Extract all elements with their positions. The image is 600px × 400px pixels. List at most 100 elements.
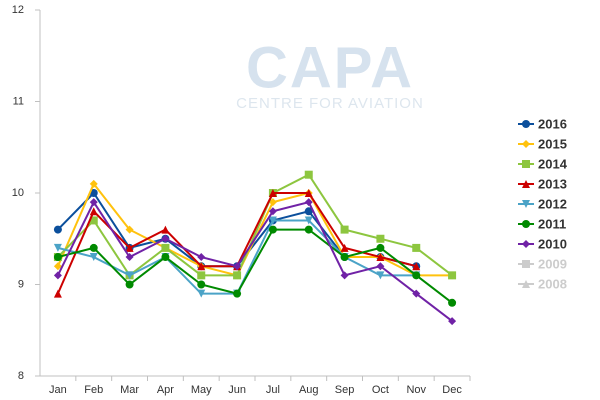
marker	[304, 170, 313, 179]
marker	[376, 243, 385, 252]
legend-label: 2016	[538, 116, 567, 131]
marker	[340, 225, 349, 234]
marker	[125, 271, 134, 280]
legend-label: 2013	[538, 176, 567, 191]
marker	[304, 198, 313, 207]
marker	[89, 179, 98, 188]
series-line	[57, 228, 453, 304]
legend-item[interactable]: 2009	[518, 256, 567, 271]
marker	[268, 207, 277, 216]
marker	[197, 253, 206, 262]
legend-item[interactable]: 2015	[518, 136, 567, 151]
marker	[53, 289, 62, 298]
y-tick-label: 9	[18, 278, 24, 290]
series-line	[57, 173, 453, 277]
marker	[340, 271, 349, 280]
x-tick-label: Feb	[84, 384, 103, 396]
x-tick-label: Dec	[442, 384, 462, 396]
marker	[53, 243, 62, 252]
legend-item[interactable]: 2016	[518, 116, 567, 131]
marker	[376, 253, 385, 262]
y-tick-label: 11	[13, 95, 24, 107]
marker	[522, 220, 530, 228]
marker	[53, 253, 62, 262]
marker	[376, 234, 385, 243]
legend-item[interactable]: 2010	[518, 236, 567, 251]
x-tick-label: Aug	[299, 384, 319, 396]
marker	[125, 280, 134, 289]
legend-item[interactable]: 2008	[518, 276, 567, 291]
marker	[304, 225, 313, 234]
marker	[233, 271, 242, 280]
marker	[268, 198, 277, 207]
marker	[233, 262, 242, 271]
x-tick-label: May	[191, 384, 212, 396]
marker	[125, 225, 134, 234]
marker	[197, 280, 206, 289]
x-tick-label: Sep	[335, 384, 355, 396]
marker	[53, 262, 62, 271]
marker	[197, 262, 206, 271]
y-tick-label: 10	[12, 187, 24, 199]
marker	[89, 243, 98, 252]
x-tick-label: Jul	[266, 384, 280, 396]
marker	[304, 189, 313, 197]
legend-item[interactable]: 2014	[518, 156, 568, 171]
legend-item[interactable]: 2012	[518, 196, 567, 211]
legend-label: 2012	[538, 196, 567, 211]
legend-label: 2008	[538, 276, 567, 291]
legend-label: 2010	[538, 236, 567, 251]
marker	[89, 253, 98, 262]
marker	[89, 198, 98, 207]
marker	[340, 243, 349, 252]
x-tick-label: Jan	[49, 384, 67, 396]
legend-label: 2009	[538, 256, 567, 271]
marker	[268, 225, 277, 234]
marker	[161, 234, 170, 243]
watermark-subtitle: CENTRE FOR AVIATION	[236, 95, 424, 112]
marker	[412, 262, 421, 271]
marker	[53, 271, 62, 280]
marker	[125, 253, 134, 262]
marker	[89, 207, 98, 216]
legend-label: 2014	[538, 156, 568, 171]
legend-item[interactable]: 2013	[518, 176, 567, 191]
y-tick-label: 8	[18, 370, 24, 382]
x-tick-label: Mar	[120, 384, 139, 396]
legend-label: 2015	[538, 136, 567, 151]
marker	[448, 298, 457, 307]
marker	[522, 120, 530, 128]
legend-label: 2011	[538, 216, 566, 231]
marker	[233, 289, 242, 298]
marker	[522, 140, 530, 148]
marker	[161, 243, 170, 252]
marker	[304, 216, 313, 225]
legend-item[interactable]: 2011	[518, 216, 566, 231]
marker	[448, 271, 457, 280]
marker	[268, 216, 277, 225]
marker	[125, 243, 134, 252]
x-tick-label: Oct	[372, 384, 389, 396]
marker	[412, 289, 421, 298]
marker	[161, 225, 170, 234]
x-tick-label: Nov	[406, 384, 426, 396]
watermark-title: CAPA	[246, 35, 414, 100]
marker	[340, 253, 349, 262]
y-tick-label: 12	[12, 4, 24, 16]
marker	[522, 280, 530, 288]
marker	[89, 216, 98, 225]
series-line	[57, 200, 453, 322]
marker	[89, 189, 98, 197]
marker	[376, 262, 385, 271]
marker	[522, 180, 530, 188]
marker	[522, 260, 530, 268]
marker	[304, 207, 313, 216]
marker	[522, 240, 530, 248]
marker	[522, 200, 530, 208]
marker	[197, 289, 206, 298]
marker	[412, 271, 421, 280]
x-tick-label: Apr	[157, 384, 174, 396]
marker	[522, 160, 530, 168]
marker	[376, 271, 385, 280]
